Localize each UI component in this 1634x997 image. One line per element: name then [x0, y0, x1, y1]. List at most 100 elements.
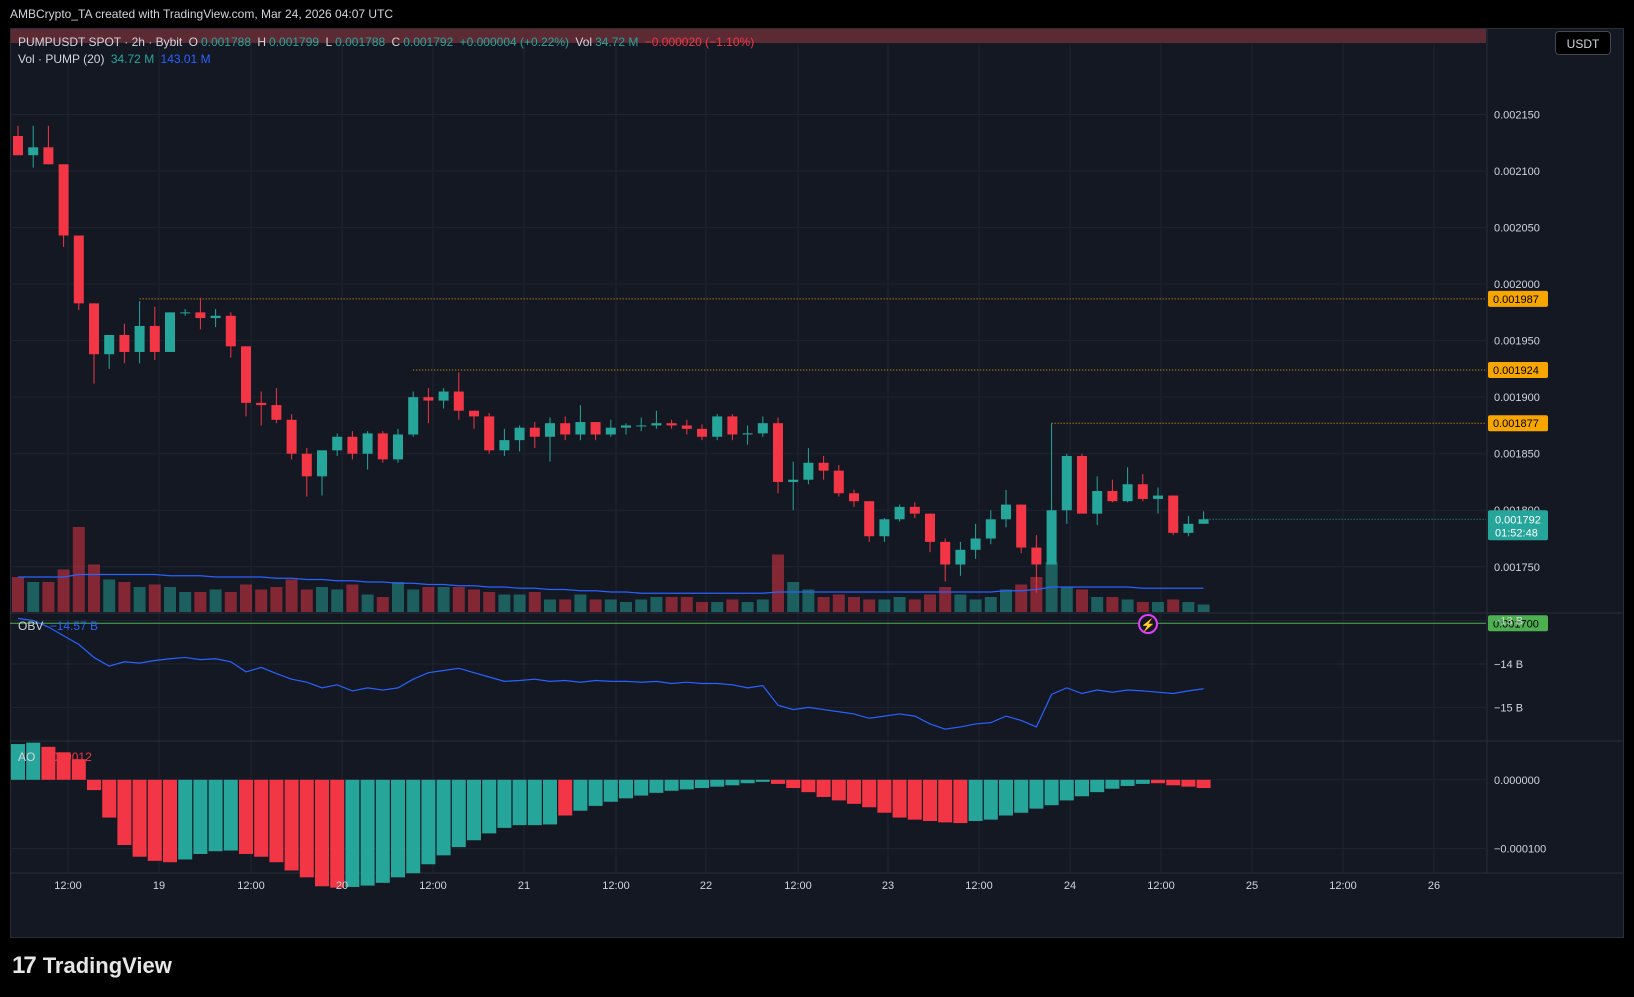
volume-bar [908, 599, 921, 612]
ao-bar [497, 779, 512, 828]
obv-tick-label: −15 B [1494, 702, 1523, 714]
ao-bar [1151, 779, 1165, 784]
ao-bar [1014, 779, 1029, 813]
candle-body [818, 462, 829, 471]
ao-label[interactable]: AO [18, 750, 36, 764]
obv-line [17, 617, 1204, 730]
ao-legend: AO 0.000012 [18, 750, 95, 764]
ao-bar [786, 779, 801, 789]
candle-body [681, 425, 692, 429]
candle-body [970, 538, 981, 550]
price-legend: PUMPUSDT SPOT · 2h · Bybit O 0.001788 H 0.… [18, 35, 757, 49]
candle-body [1061, 455, 1072, 511]
volume-bar [528, 592, 541, 612]
ao-bar [117, 779, 132, 846]
ao-bar [588, 779, 603, 806]
low-value: 0.001788 [335, 35, 386, 49]
volume-bar [635, 599, 648, 612]
volume-bar [422, 587, 435, 612]
volume-bar [42, 582, 55, 612]
ao-bar [102, 779, 117, 818]
candle-body [317, 450, 327, 477]
obv-label[interactable]: OBV [18, 619, 44, 633]
current-price-label: 0.001792 [1495, 514, 1541, 526]
volume-bar [376, 597, 389, 612]
ao-bar [999, 779, 1013, 816]
candle-body [165, 312, 175, 352]
ao-bar [360, 779, 375, 886]
lightning-icon[interactable]: ⚡ [1138, 614, 1158, 634]
volume-bar [544, 599, 556, 612]
volume-bar [1197, 604, 1210, 612]
candle-body [377, 433, 388, 460]
volume-bar [1000, 589, 1012, 612]
volume-bar [1182, 602, 1195, 612]
volume-bar [285, 579, 298, 612]
ao-bar [223, 779, 238, 851]
tradingview-logo[interactable]: 17 TradingView [12, 952, 172, 980]
ao-bar [147, 779, 162, 861]
ao-bar [1120, 779, 1135, 786]
price-level-label: 0.001877 [1493, 418, 1539, 430]
volume-bar [893, 597, 906, 612]
time-tick-label: 12:00 [965, 880, 993, 892]
ao-bar [299, 779, 314, 878]
ao-bar [482, 779, 497, 834]
volume-bar [711, 602, 724, 612]
volume-bar [361, 594, 374, 612]
ao-bar [345, 779, 360, 887]
ao-bar [862, 779, 877, 808]
volume-bar [72, 527, 85, 612]
ao-bar [71, 759, 86, 780]
volume-bar [133, 587, 146, 612]
ao-bar [938, 779, 953, 823]
volume-bar [726, 599, 739, 612]
chart-canvas[interactable]: 0.002150 0.002100 0.002050 0.002000 0.001950… [0, 0, 1634, 938]
candle-body [1122, 484, 1133, 502]
volume-bar [483, 592, 496, 612]
candle-body [28, 147, 39, 156]
volume-bar [559, 599, 572, 612]
candle-body [1031, 547, 1042, 565]
ao-bar [847, 779, 861, 804]
time-tick-label: 26 [1428, 880, 1440, 892]
volume-bar [984, 597, 997, 612]
vol-change-value: −0.000020 (−1.10%) [644, 35, 755, 49]
candle-body [712, 416, 723, 437]
ao-bar [375, 779, 390, 883]
volume-bar [407, 589, 420, 612]
volume-bar [240, 584, 252, 612]
ao-bar [391, 779, 405, 878]
volume-bar [346, 584, 359, 612]
volume-bar [589, 599, 602, 612]
volume-bar [270, 587, 283, 612]
volume-bar [1091, 597, 1104, 612]
candle-body [438, 391, 449, 401]
volume-bar [331, 589, 344, 612]
price-level-label: 0.001987 [1493, 294, 1539, 306]
time-tick-label: 21 [518, 880, 530, 892]
volume-bar [300, 589, 313, 612]
volume-bar [468, 589, 480, 612]
candle-body [332, 436, 343, 451]
time-tick-label: 25 [1246, 880, 1258, 892]
candle-body [89, 303, 99, 355]
price-tick-label: 0.001750 [1494, 562, 1540, 574]
ao-bar [740, 779, 755, 784]
volume-bar [741, 602, 754, 612]
symbol-label[interactable]: PUMPUSDT SPOT · 2h · Bybit [18, 35, 183, 49]
volume-bar [498, 594, 511, 612]
volume-bar [513, 594, 526, 612]
volume-bar [27, 582, 40, 612]
candle-body [1183, 523, 1194, 533]
candle-body [210, 315, 221, 319]
ao-bar [695, 779, 709, 789]
volume-bar [863, 599, 876, 612]
currency-button[interactable]: USDT [1555, 31, 1611, 55]
candle-body [271, 405, 282, 420]
volma-label[interactable]: Vol · PUMP (20) [18, 52, 105, 66]
ao-bar [421, 779, 436, 865]
candle-body [58, 164, 69, 236]
ao-bar [41, 746, 56, 780]
candle-body [1198, 519, 1209, 524]
